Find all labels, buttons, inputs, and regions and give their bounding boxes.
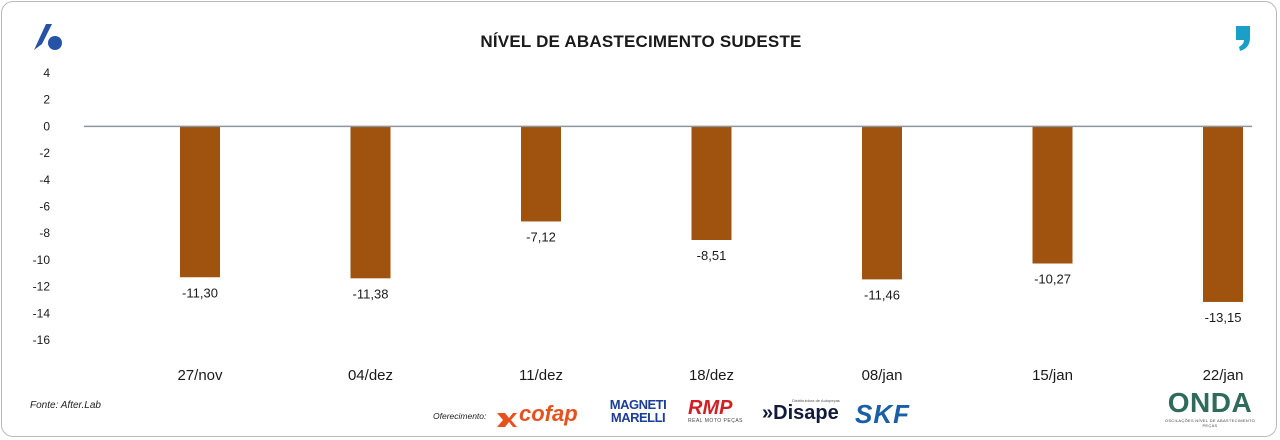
y-tick-label: 0 bbox=[43, 119, 50, 133]
source-note: Fonte: After.Lab bbox=[30, 400, 101, 411]
y-tick-label: -16 bbox=[33, 333, 51, 347]
onda-logo: ONDA OSCILAÇÕES NÍVEL DE ABASTECIMENTO P… bbox=[1162, 388, 1258, 432]
bar bbox=[1203, 126, 1243, 302]
x-tick-label: 18/dez bbox=[689, 367, 734, 384]
cofap-logo-text: cofap bbox=[519, 401, 578, 426]
bar bbox=[521, 126, 561, 222]
y-tick-label: -6 bbox=[39, 200, 50, 214]
sponsor-label: Oferecimento: bbox=[433, 411, 487, 421]
disape-logo-text: »Disape bbox=[762, 402, 839, 424]
x-tick-label: 11/dez bbox=[519, 367, 563, 384]
y-tick-label: -8 bbox=[39, 226, 50, 240]
x-tick-label: 27/nov bbox=[177, 367, 223, 384]
data-label: -8,51 bbox=[697, 248, 727, 263]
bar bbox=[691, 126, 732, 241]
magneti-marelli-logo: MAGNETI MARELLI bbox=[607, 398, 669, 430]
y-tick-label: 4 bbox=[43, 66, 50, 80]
data-label: -11,46 bbox=[864, 287, 900, 302]
y-tick-label: -10 bbox=[33, 253, 51, 267]
bar bbox=[350, 126, 391, 279]
x-tick-label: 08/jan bbox=[862, 367, 903, 384]
x-tick-label: 22/jan bbox=[1203, 367, 1244, 384]
brand-logo-icon bbox=[34, 24, 62, 50]
bar bbox=[1032, 126, 1073, 264]
x-tick-label: 15/jan bbox=[1032, 367, 1073, 384]
data-label: -11,30 bbox=[182, 285, 218, 300]
y-tick-label: -12 bbox=[33, 280, 51, 294]
magneti-marelli-logo-text: MAGNETI MARELLI bbox=[609, 397, 667, 425]
onda-logo-text: ONDA bbox=[1167, 387, 1253, 418]
data-label: -13,15 bbox=[1205, 310, 1242, 325]
rmp-logo: RMP REAL MOTO PEÇAS bbox=[688, 398, 743, 430]
data-label: -10,27 bbox=[1034, 272, 1071, 287]
y-tick-label: -14 bbox=[33, 306, 51, 320]
rmp-tagline: REAL MOTO PEÇAS bbox=[688, 418, 744, 424]
y-tick-label: 2 bbox=[43, 93, 50, 107]
onda-tagline: OSCILAÇÕES NÍVEL DE ABASTECIMENTO PEÇAS bbox=[1164, 418, 1256, 428]
bar bbox=[180, 126, 220, 278]
skf-logo: SKF bbox=[855, 398, 910, 430]
chart-title: NÍVEL DE ABASTECIMENTO SUDESTE bbox=[480, 32, 802, 51]
bar bbox=[862, 126, 902, 280]
x-tick-label: 04/dez bbox=[348, 367, 393, 384]
data-label: -11,38 bbox=[353, 286, 389, 301]
data-label: -7,12 bbox=[526, 229, 556, 244]
disape-tagline: Distribuidora de Autopeças bbox=[792, 398, 840, 403]
cofap-logo: cofap bbox=[497, 398, 578, 430]
skf-logo-text: SKF bbox=[855, 398, 910, 429]
y-tick-label: -2 bbox=[39, 146, 50, 160]
quote-mark-icon bbox=[1236, 26, 1250, 51]
y-tick-label: -4 bbox=[39, 173, 50, 187]
bar-chart: 4 2 0 -2 -4 -6 -8 -10 -12 -14 -16 -11,30 27/nov -11,3… bbox=[33, 66, 1252, 384]
rmp-logo-text: RMP bbox=[688, 397, 733, 419]
disape-logo: Distribuidora de Autopeças »Disape bbox=[762, 398, 840, 430]
cofap-mark-icon bbox=[497, 407, 517, 427]
